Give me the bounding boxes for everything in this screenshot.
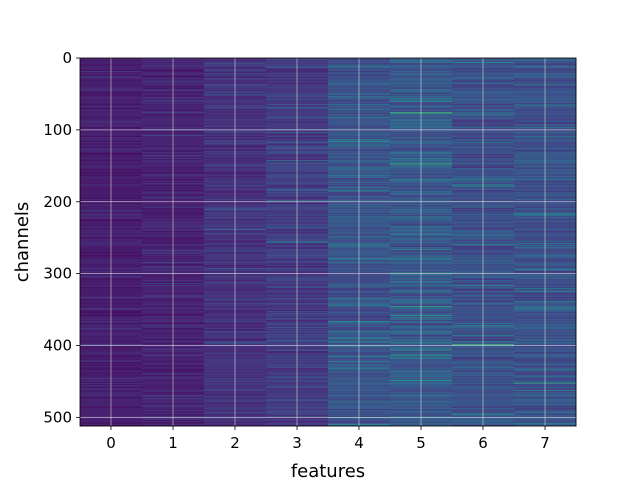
y-tick-label: 100 xyxy=(43,121,72,139)
y-tick-label: 300 xyxy=(43,265,72,283)
y-axis-label: channels xyxy=(12,202,33,283)
x-tick-label: 6 xyxy=(478,434,488,452)
x-axis-label: features xyxy=(291,461,365,480)
plot-frame xyxy=(79,57,577,427)
x-axis-ticks: 0 1 2 3 4 5 6 7 xyxy=(106,426,550,452)
x-tick-label: 4 xyxy=(354,434,364,452)
x-tick-label: 7 xyxy=(540,434,550,452)
x-tick-label: 2 xyxy=(230,434,240,452)
heatmap-cells xyxy=(80,58,577,427)
grid-lines xyxy=(80,57,576,426)
x-tick-label: 0 xyxy=(106,434,116,452)
y-tick-label: 0 xyxy=(62,49,72,67)
y-axis-ticks: 0 100 200 300 400 500 xyxy=(43,49,80,426)
y-tick-label: 200 xyxy=(43,193,72,211)
x-tick-label: 5 xyxy=(416,434,426,452)
x-tick-label: 1 xyxy=(168,434,178,452)
x-tick-label: 3 xyxy=(292,434,302,452)
y-tick-label: 500 xyxy=(43,408,72,426)
y-tick-label: 400 xyxy=(43,337,72,355)
